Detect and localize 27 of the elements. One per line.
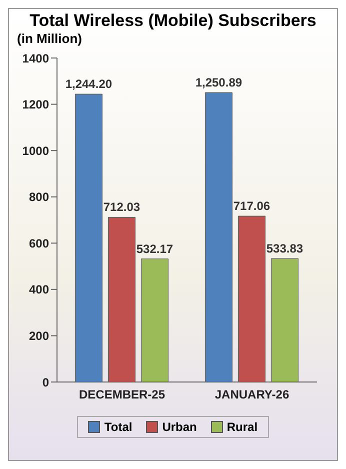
y-tick-label: 0 bbox=[42, 375, 50, 390]
y-tick-label: 800 bbox=[28, 190, 50, 204]
legend-label: Urban bbox=[162, 420, 197, 434]
legend-label: Total bbox=[104, 420, 132, 434]
y-tick-label: 1000 bbox=[22, 144, 50, 158]
chart-subtitle: (in Million) bbox=[16, 31, 83, 46]
bar bbox=[204, 92, 232, 382]
y-tick-label: 1400 bbox=[22, 51, 50, 66]
data-label: 712.03 bbox=[103, 200, 140, 214]
bar bbox=[108, 216, 136, 382]
bar bbox=[238, 216, 266, 382]
y-tick-label: 600 bbox=[28, 236, 50, 250]
y-tick-label: 1200 bbox=[22, 98, 50, 112]
bar bbox=[270, 258, 298, 382]
data-label: 717.06 bbox=[233, 199, 270, 214]
data-label: 533.83 bbox=[266, 241, 304, 256]
x-tick-label: DECEMBER-25 bbox=[78, 388, 166, 402]
data-label: 532.17 bbox=[136, 242, 174, 256]
data-label: 1,250.89 bbox=[195, 76, 242, 90]
y-tick-label: 400 bbox=[28, 282, 50, 297]
y-tick-label: 200 bbox=[28, 328, 50, 343]
legend-label: Rural bbox=[226, 420, 258, 434]
bar bbox=[74, 94, 102, 382]
data-label: 1,244.20 bbox=[65, 77, 112, 92]
bar bbox=[140, 258, 168, 382]
chart-title: Total Wireless (Mobile) Subscribers bbox=[28, 11, 318, 31]
x-tick-label: JANUARY-26 bbox=[214, 388, 290, 402]
